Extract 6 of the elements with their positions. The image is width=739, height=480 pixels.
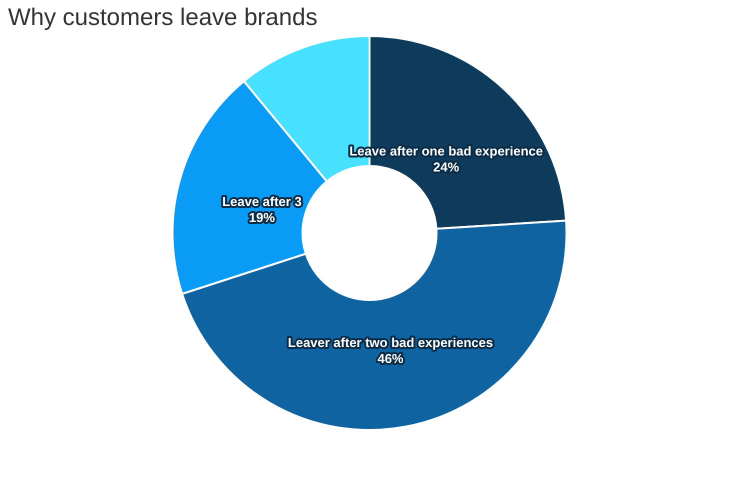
data-label: 46% bbox=[377, 351, 404, 366]
data-label: 24% bbox=[433, 159, 460, 174]
chart-title: Why customers leave brands bbox=[8, 4, 318, 31]
slice-label: Leave after 3 bbox=[222, 194, 302, 209]
slice-label: Leaver after two bad experiences bbox=[288, 335, 494, 350]
data-label: 19% bbox=[248, 210, 276, 225]
